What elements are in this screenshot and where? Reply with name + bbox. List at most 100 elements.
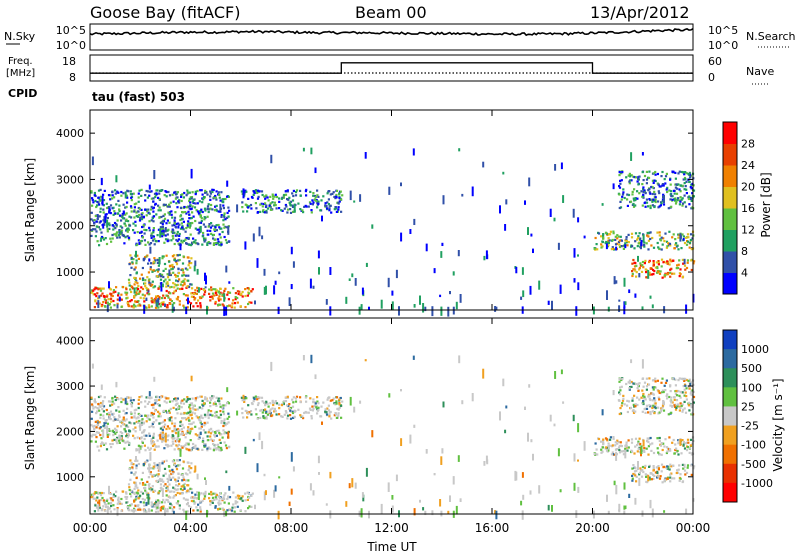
power-echo-r1-9 <box>177 259 180 262</box>
power-echo-r2-497 <box>212 233 215 236</box>
power-scatter-92 <box>442 195 445 205</box>
velocity-echo-r6-129 <box>660 381 663 384</box>
velocity-echo-r4-133 <box>602 443 605 446</box>
power-echo-r4-114 <box>647 235 650 238</box>
power-scatter-198 <box>139 216 142 220</box>
velocity-echo-r0-195 <box>211 501 214 504</box>
power-echo-r1-144 <box>190 283 193 286</box>
velocity-echo-r2-618 <box>98 421 101 424</box>
power-scatter-216 <box>505 199 508 205</box>
velocity-echo-r2-353 <box>168 417 172 420</box>
velocity-scatter-62 <box>683 463 686 469</box>
velocity-echo-r2-354 <box>164 443 168 446</box>
power-echo-r6-210 <box>627 174 630 177</box>
velocity-scatter-151 <box>148 463 151 473</box>
velocity-scatter-193 <box>364 359 367 362</box>
power-echo-r2-491 <box>209 198 212 201</box>
velocity-echo-r2-445 <box>152 403 155 406</box>
power-echo-r6-101 <box>634 198 637 202</box>
power-echo-r0-209 <box>141 287 145 291</box>
power-scatter-176 <box>547 300 550 305</box>
velocity-echo-r2-633 <box>193 446 196 449</box>
velocity-echo-r0-102 <box>228 508 231 511</box>
velocity-echo-r2-543 <box>99 395 102 398</box>
velocity-echo-r2-483 <box>158 404 161 407</box>
velocity-echo-r3-5 <box>282 402 285 406</box>
power-echo-r2-656 <box>120 190 123 194</box>
power-echo-r4-122 <box>607 237 610 240</box>
velocity-echo-r2-18 <box>133 422 136 425</box>
power-echo-r2-464 <box>100 231 103 234</box>
power-echo-r0-293 <box>136 300 139 303</box>
power-echo-r6-68 <box>630 174 633 177</box>
velocity-echo-r3-112 <box>250 413 253 416</box>
velocity-echo-r6-224 <box>669 399 672 402</box>
velocity-echo-r2-103 <box>106 413 109 416</box>
velocity-echo-r2-174 <box>113 402 116 405</box>
power-echo-r3-108 <box>325 205 328 208</box>
power-echo-r2-337 <box>150 197 153 200</box>
velocity-echo-r6-217 <box>678 394 681 397</box>
power-echo-r5-99 <box>641 260 645 264</box>
power-echo-r2-4 <box>159 209 162 212</box>
velocity-echo-r0-11 <box>250 494 253 497</box>
velocity-echo-r3-134 <box>278 413 281 416</box>
power-echo-r0-292 <box>145 306 148 309</box>
power-echo-r3-128 <box>289 203 292 206</box>
velocity-echo-r2-74 <box>140 423 144 426</box>
velocity-echo-r2-558 <box>148 425 151 429</box>
power-scatter-127 <box>551 300 553 310</box>
velocity-echo-r0-178 <box>137 508 140 511</box>
velocity-echo-r1-177 <box>149 471 152 474</box>
power-echo-r0-281 <box>132 306 135 309</box>
velocity-echo-r0-39 <box>125 491 128 494</box>
power-echo-r2-318 <box>225 241 228 244</box>
velocity-echo-r3-213 <box>309 397 312 400</box>
power-echo-r6-255 <box>665 172 668 175</box>
power-echo-r2-221 <box>212 196 216 199</box>
velocity-echo-r0-157 <box>120 502 123 505</box>
velocity-echo-r0-239 <box>244 510 247 513</box>
power-echo-r2-635 <box>185 227 188 230</box>
velocity-scatter-125 <box>368 510 370 519</box>
velocity-echo-r2-617 <box>145 420 148 423</box>
power-echo-r6-251 <box>687 173 690 176</box>
velocity-echo-r6-203 <box>675 406 678 409</box>
power-scatter-8 <box>116 304 119 309</box>
velocity-echo-r6-265 <box>684 384 687 387</box>
velocity-echo-r4-166 <box>593 452 596 456</box>
velocity-echo-r6-14 <box>620 404 623 407</box>
power-echo-r5-4 <box>668 263 671 266</box>
power-echo-r2-669 <box>100 235 104 239</box>
velocity-echo-r6-126 <box>638 398 641 401</box>
velocity-echo-r2-282 <box>124 412 127 415</box>
power-echo-r1-140 <box>142 259 145 262</box>
velocity-echo-r6-209 <box>669 385 672 388</box>
power-echo-r2-283 <box>129 193 132 196</box>
velocity-scatter-192 <box>628 493 631 499</box>
velocity-echo-r2-47 <box>215 404 218 407</box>
velocity-echo-r5-6 <box>677 471 680 474</box>
power-echo-r4-80 <box>637 242 640 245</box>
velocity-echo-r4-42 <box>626 449 629 452</box>
velocity-echo-r2-473 <box>162 435 165 438</box>
power-echo-r4-158 <box>611 238 614 242</box>
power-echo-r4-174 <box>658 234 661 237</box>
velocity-scatter-158 <box>225 470 228 474</box>
velocity-echo-r0-260 <box>168 490 171 493</box>
velocity-echo-r6-210 <box>627 381 630 384</box>
power-echo-r2-580 <box>190 216 193 220</box>
power-echo-r6-36 <box>674 171 677 174</box>
power-echo-r1-66 <box>176 275 179 278</box>
velocity-echo-r4-127 <box>627 446 630 449</box>
velocity-echo-r2-454 <box>202 402 206 405</box>
velocity-echo-r2-689 <box>158 422 161 425</box>
nave-label: Nave <box>746 65 774 78</box>
power-echo-r1-125 <box>181 280 184 283</box>
power-echo-r3-147 <box>246 210 249 213</box>
velocity-echo-r5-85 <box>677 468 680 471</box>
power-echo-r4-150 <box>614 235 617 238</box>
power-echo-r0-282 <box>162 301 165 304</box>
velocity-echo-r1-178 <box>164 472 167 475</box>
velocity-echo-r3-91 <box>283 413 286 416</box>
